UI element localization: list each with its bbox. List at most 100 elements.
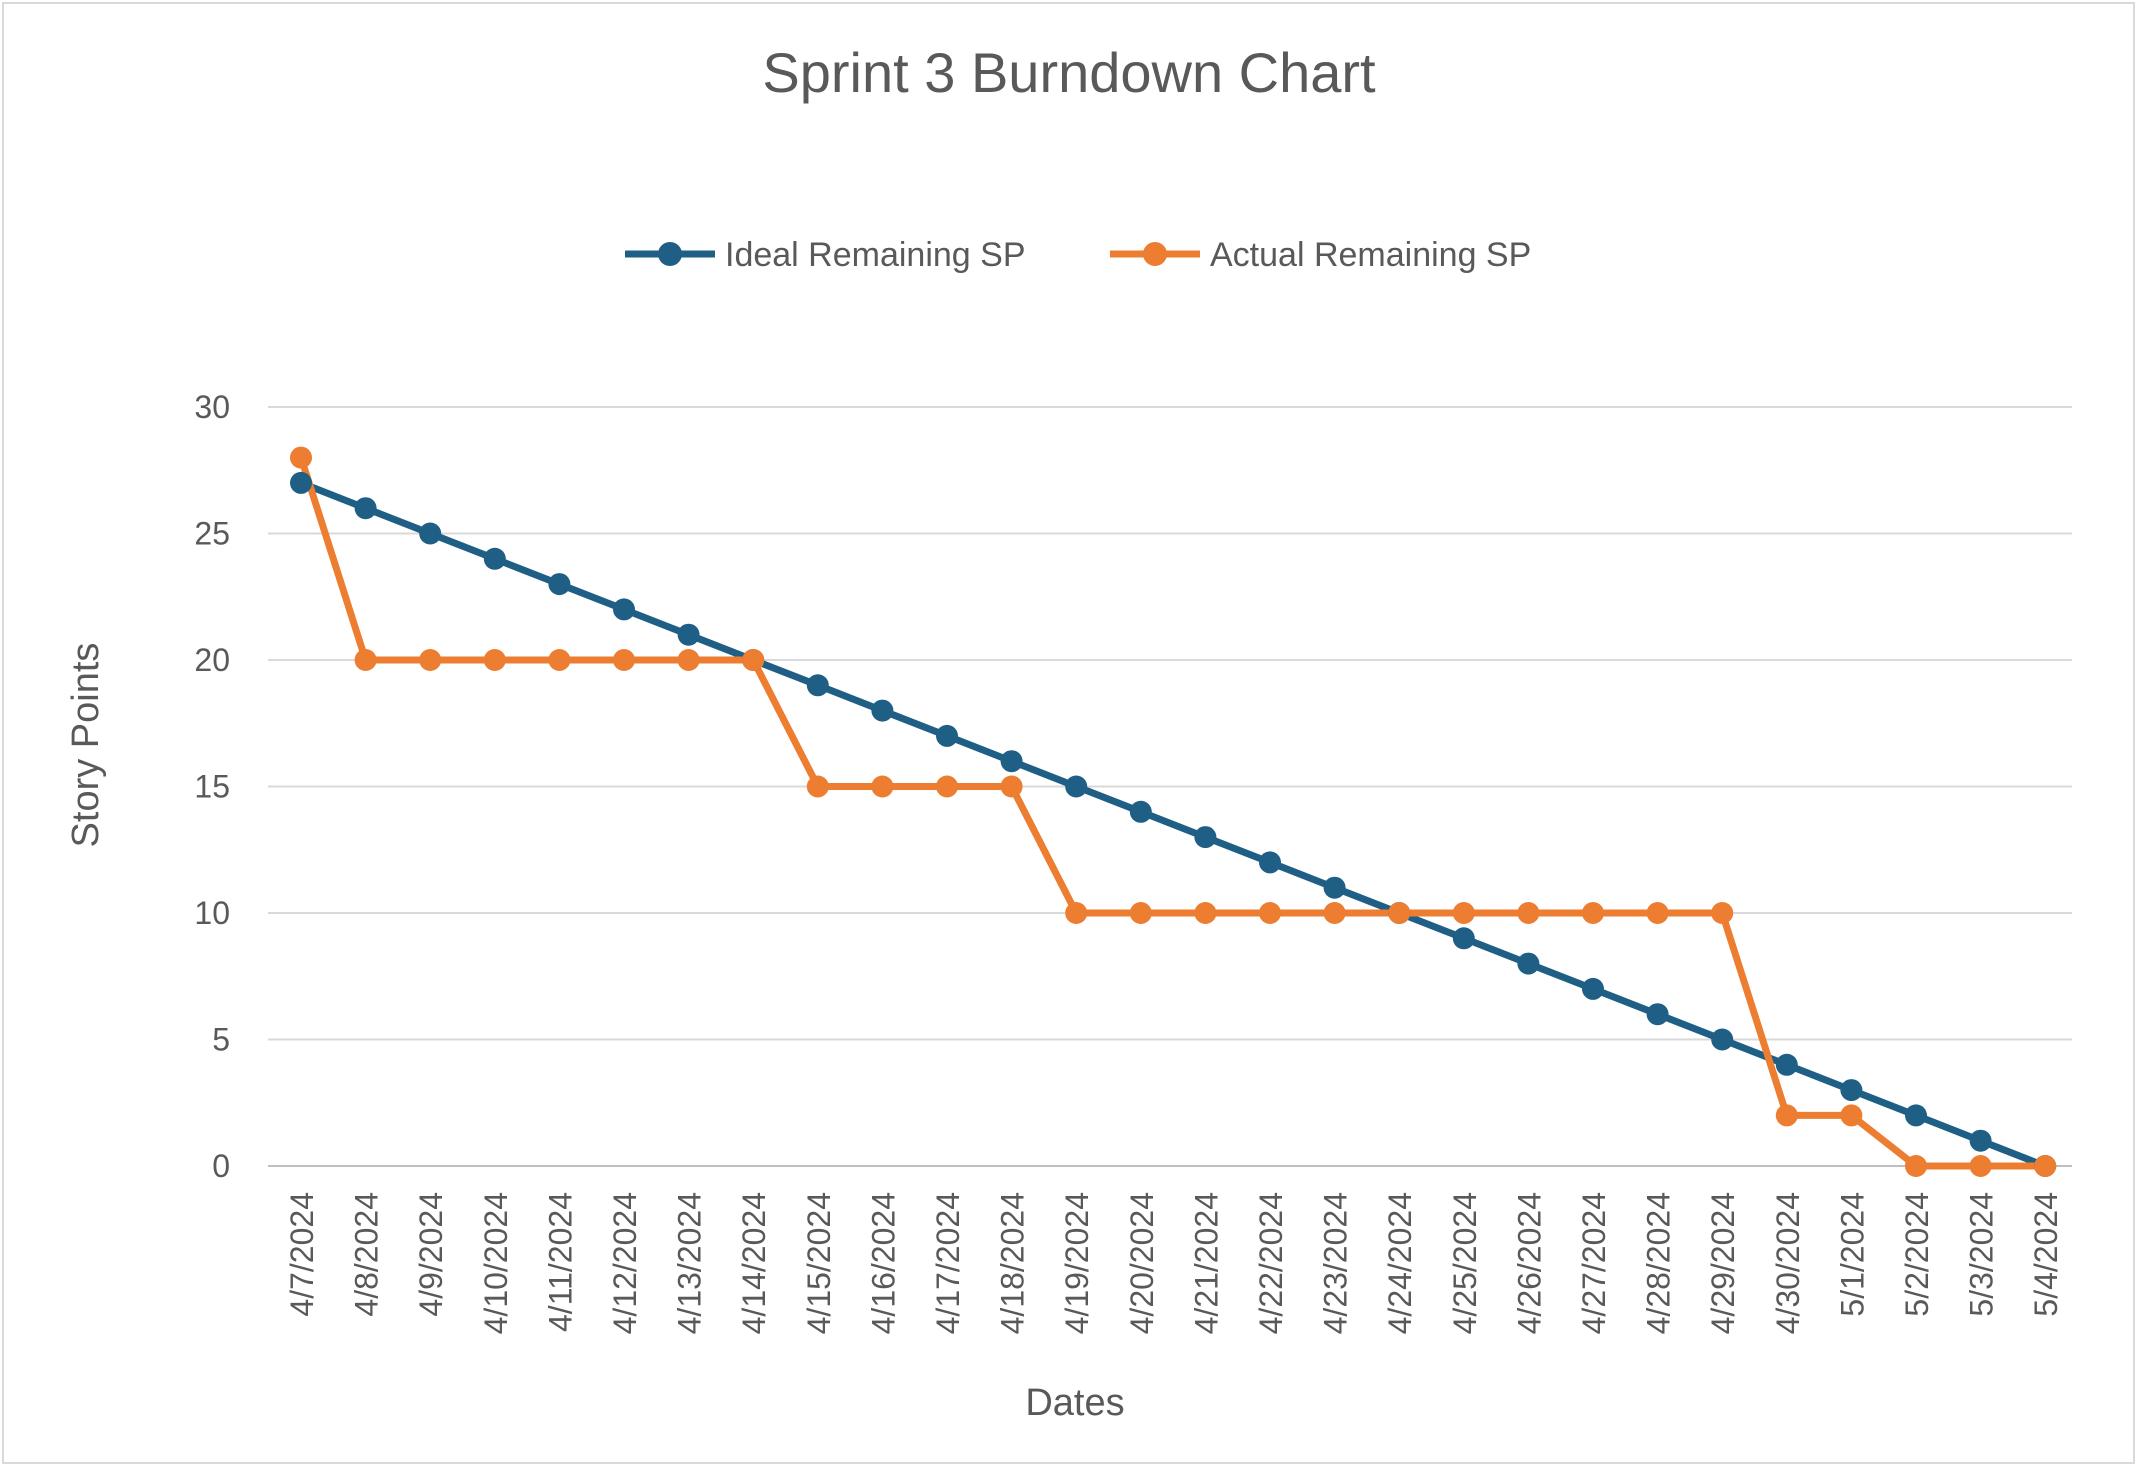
x-tick-label-21: 4/28/2024 bbox=[1641, 1192, 1677, 1334]
x-tick-label-9: 4/16/2024 bbox=[865, 1192, 901, 1334]
data-point-ideal-25 bbox=[1905, 1104, 1927, 1127]
data-point-ideal-0 bbox=[290, 471, 312, 494]
data-point-actual-8 bbox=[806, 775, 829, 798]
data-point-ideal-1 bbox=[354, 497, 377, 520]
x-tick-label-5: 4/12/2024 bbox=[607, 1192, 643, 1334]
legend: Ideal Remaining SP Actual Remaining SP bbox=[625, 236, 1531, 274]
data-point-actual-17 bbox=[1388, 902, 1411, 924]
x-tick-label-26: 5/3/2024 bbox=[1964, 1192, 2000, 1317]
data-point-actual-6 bbox=[677, 649, 700, 671]
data-point-actual-15 bbox=[1259, 902, 1281, 924]
data-point-ideal-12 bbox=[1065, 775, 1088, 798]
data-point-actual-18 bbox=[1452, 902, 1475, 924]
data-point-ideal-4 bbox=[548, 573, 571, 596]
data-point-ideal-9 bbox=[871, 699, 894, 722]
x-tick-label-19: 4/26/2024 bbox=[1511, 1192, 1547, 1334]
x-tick-label-4: 4/11/2024 bbox=[542, 1192, 578, 1332]
data-point-ideal-2 bbox=[419, 522, 442, 545]
legend-marker-actual bbox=[1143, 242, 1167, 266]
x-tick-label-22: 4/29/2024 bbox=[1705, 1192, 1741, 1334]
legend-label-actual: Actual Remaining SP bbox=[1210, 236, 1531, 274]
y-tick-label-20: 20 bbox=[194, 642, 230, 678]
data-point-ideal-8 bbox=[806, 674, 829, 697]
data-point-actual-21 bbox=[1646, 902, 1669, 924]
data-point-ideal-20 bbox=[1582, 977, 1604, 1000]
x-tick-label-7: 4/14/2024 bbox=[736, 1192, 772, 1334]
data-point-ideal-24 bbox=[1840, 1079, 1863, 1102]
legend-item-actual: Actual Remaining SP bbox=[1110, 236, 1531, 274]
x-tick-label-25: 5/2/2024 bbox=[1899, 1192, 1935, 1317]
data-point-ideal-23 bbox=[1775, 1053, 1798, 1076]
series-line-actual bbox=[297, 456, 2046, 1170]
data-point-actual-22 bbox=[1711, 902, 1734, 924]
x-tick-label-12: 4/19/2024 bbox=[1059, 1192, 1095, 1334]
data-point-actual-4 bbox=[548, 649, 571, 671]
x-tick-label-18: 4/25/2024 bbox=[1447, 1192, 1483, 1334]
data-point-actual-10 bbox=[936, 775, 958, 798]
chart-title: Sprint 3 Burndown Chart bbox=[762, 41, 1376, 104]
y-tick-label-5: 5 bbox=[212, 1022, 230, 1058]
data-point-ideal-14 bbox=[1194, 826, 1217, 849]
y-tick-label-25: 25 bbox=[194, 516, 230, 552]
data-point-actual-0 bbox=[290, 446, 312, 469]
x-tick-label-10: 4/17/2024 bbox=[930, 1192, 966, 1334]
data-point-actual-23 bbox=[1775, 1104, 1798, 1127]
data-point-actual-9 bbox=[871, 775, 894, 798]
data-point-ideal-18 bbox=[1452, 927, 1475, 950]
data-point-actual-13 bbox=[1129, 902, 1152, 924]
series-line-ideal bbox=[299, 479, 2047, 1170]
y-tick-label-0: 0 bbox=[212, 1148, 230, 1184]
data-point-actual-1 bbox=[354, 649, 377, 671]
gridlines bbox=[268, 406, 2072, 1167]
data-point-ideal-19 bbox=[1517, 952, 1540, 975]
x-tick-label-27: 5/4/2024 bbox=[2028, 1192, 2064, 1317]
x-tick-label-20: 4/27/2024 bbox=[1576, 1192, 1612, 1334]
data-point-ideal-11 bbox=[1000, 750, 1023, 773]
data-point-actual-20 bbox=[1582, 902, 1604, 924]
x-tick-label-16: 4/23/2024 bbox=[1318, 1192, 1354, 1334]
data-point-ideal-21 bbox=[1646, 1003, 1669, 1026]
data-point-actual-3 bbox=[483, 649, 506, 671]
data-point-ideal-13 bbox=[1129, 800, 1152, 823]
x-tick-label-23: 4/30/2024 bbox=[1770, 1192, 1806, 1334]
series-layer bbox=[290, 446, 2057, 1177]
data-point-ideal-26 bbox=[1969, 1129, 1992, 1152]
data-point-actual-5 bbox=[613, 649, 635, 671]
data-point-ideal-15 bbox=[1259, 851, 1281, 874]
y-tick-label-15: 15 bbox=[194, 769, 230, 805]
legend-marker-ideal bbox=[658, 242, 682, 266]
data-point-ideal-3 bbox=[483, 547, 506, 570]
x-tick-label-11: 4/18/2024 bbox=[995, 1192, 1031, 1334]
legend-label-ideal: Ideal Remaining SP bbox=[725, 236, 1026, 274]
data-point-actual-11 bbox=[1000, 775, 1023, 798]
y-axis-label: Story Points bbox=[65, 643, 107, 848]
data-point-ideal-6 bbox=[677, 623, 700, 646]
legend-item-ideal: Ideal Remaining SP bbox=[625, 236, 1026, 274]
data-point-actual-2 bbox=[419, 649, 442, 671]
x-tick-label-8: 4/15/2024 bbox=[801, 1192, 837, 1334]
data-point-actual-25 bbox=[1905, 1155, 1927, 1177]
x-tick-label-13: 4/20/2024 bbox=[1124, 1192, 1160, 1334]
data-point-actual-24 bbox=[1840, 1104, 1863, 1127]
y-tick-label-30: 30 bbox=[194, 389, 230, 425]
data-point-actual-26 bbox=[1969, 1155, 1992, 1177]
data-point-actual-7 bbox=[742, 649, 765, 671]
x-tick-label-14: 4/21/2024 bbox=[1188, 1192, 1224, 1334]
data-point-actual-12 bbox=[1065, 902, 1088, 924]
data-point-actual-16 bbox=[1323, 902, 1346, 924]
y-tick-label-10: 10 bbox=[194, 895, 230, 931]
data-point-ideal-5 bbox=[613, 598, 635, 621]
x-axis-label: Dates bbox=[1025, 1382, 1124, 1424]
y-axis-ticks: 0 5 10 15 20 25 30 bbox=[194, 389, 230, 1184]
data-point-ideal-10 bbox=[936, 724, 958, 747]
x-tick-label-2: 4/9/2024 bbox=[413, 1192, 449, 1317]
x-tick-label-24: 5/1/2024 bbox=[1834, 1192, 1870, 1317]
data-point-actual-27 bbox=[2034, 1155, 2057, 1177]
data-point-ideal-16 bbox=[1323, 876, 1346, 899]
x-tick-label-17: 4/24/2024 bbox=[1382, 1192, 1418, 1334]
x-tick-label-1: 4/8/2024 bbox=[349, 1192, 385, 1317]
x-tick-label-0: 4/7/2024 bbox=[284, 1192, 320, 1317]
x-tick-label-6: 4/13/2024 bbox=[672, 1192, 708, 1334]
